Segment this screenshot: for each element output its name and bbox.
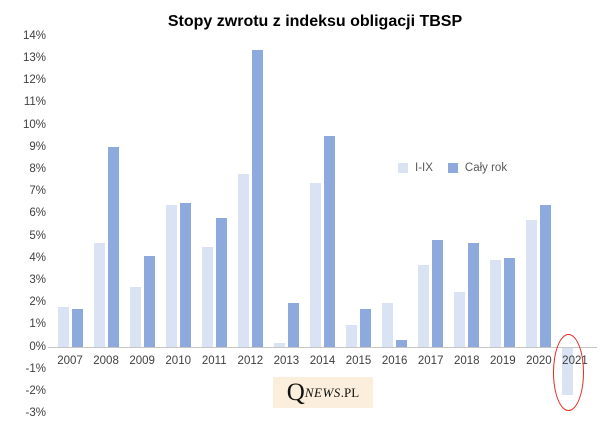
legend-label-ca-y-rok: Cały rok [464,162,508,174]
x-tick-label-2016: 2016 [381,355,408,367]
bar-2020-ca-y-rok [540,204,552,347]
bar-2011-ca-y-rok [215,218,227,347]
bar-2019-ca-y-rok [504,258,516,347]
bar-2012-i-ix [237,173,249,347]
bar-2008-i-ix [93,242,105,347]
bar-2016-ca-y-rok [396,340,408,347]
x-tick-label-2015: 2015 [345,355,372,367]
bar-2016-i-ix [382,302,394,347]
bar-2015-ca-y-rok [360,309,372,347]
bar-2012-ca-y-rok [251,49,263,347]
legend-swatch-ca-y-rok [447,163,458,173]
bar-2017-ca-y-rok [432,240,444,347]
y-tick-label: 4% [29,251,46,264]
bar-2010-i-ix [165,204,177,347]
bar-2010-ca-y-rok [179,202,191,347]
y-tick-label: 10% [22,118,46,131]
bar-2007-i-ix [57,307,69,347]
watermark-news: NEWS [304,384,341,400]
qnews-watermark: Q NEWS .PL [273,377,373,408]
x-tick-label-2010: 2010 [165,355,191,367]
bar-2014-ca-y-rok [323,136,335,347]
x-tick-label-2011: 2011 [201,355,227,367]
bar-2019-i-ix [490,260,502,347]
bar-2017-i-ix [418,264,430,347]
y-tick-label: 8% [29,162,46,175]
bar-2013-i-ix [273,342,285,347]
chart-title: Stopy zwrotu z indeksu obligacji TBSP [167,13,463,30]
y-tick-label: 12% [22,74,46,87]
y-tick-label: 6% [29,207,46,220]
watermark-pl: .PL [340,384,360,400]
bar-2007-ca-y-rok [71,309,83,347]
legend-swatch-i-ix [398,163,408,173]
x-tick-label-2009: 2009 [129,355,155,367]
y-tick-label: 5% [29,229,46,242]
x-tick-label-2020: 2020 [526,355,552,367]
bar-2014-i-ix [309,182,321,347]
y-tick-label: -2% [25,384,46,397]
y-tick-label: 3% [29,273,46,286]
bar-2008-ca-y-rok [107,147,119,347]
y-tick-label: 13% [22,51,46,64]
bar-2011-i-ix [201,247,213,347]
bar-2018-ca-y-rok [468,242,480,347]
x-tick-label-2019: 2019 [490,355,516,367]
highlight-ellipse-2021 [552,334,584,411]
bar-2013-ca-y-rok [287,302,299,347]
legend-label-i-ix: I-IX [415,162,433,174]
x-tick-label-2007: 2007 [57,355,83,367]
y-tick-label: 0% [29,340,46,353]
watermark-q: Q [286,379,305,406]
y-tick-label: -3% [25,407,46,420]
x-tick-label-2012: 2012 [237,355,264,367]
x-tick-label-2013: 2013 [273,355,300,367]
bar-2009-ca-y-rok [143,255,155,347]
x-tick-label-2017: 2017 [417,355,444,367]
bar-2009-i-ix [129,287,141,347]
y-tick-label: -1% [25,362,46,375]
legend: I-IX Cały rok [398,162,515,174]
x-tick-label-2008: 2008 [93,355,119,367]
bar-2020-i-ix [526,220,538,347]
x-tick-label-2018: 2018 [453,355,480,367]
bar-2015-i-ix [346,324,358,347]
y-tick-label: 14% [22,29,46,42]
y-tick-label: 1% [29,318,46,331]
x-tick-label-2014: 2014 [309,355,336,367]
y-tick-label: 2% [29,296,46,309]
y-tick-label: 11% [23,96,46,109]
y-tick-label: 9% [29,140,46,153]
bar-2018-i-ix [454,291,466,347]
x-axis-line [48,347,597,348]
y-tick-label: 7% [29,185,46,198]
